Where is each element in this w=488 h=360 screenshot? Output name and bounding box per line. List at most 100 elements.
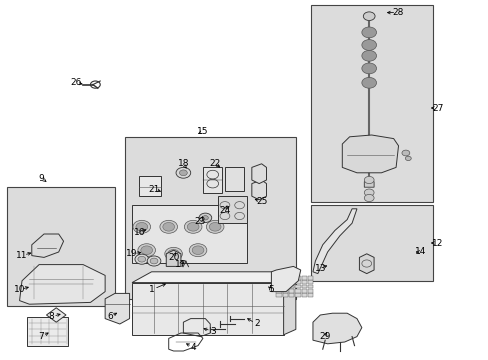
Bar (301, 280, 306, 284)
Polygon shape (203, 167, 222, 193)
Bar (295, 280, 300, 284)
Bar (276, 289, 281, 293)
Bar (301, 293, 306, 297)
Circle shape (136, 222, 147, 231)
Text: 23: 23 (194, 217, 206, 226)
Text: 19: 19 (126, 249, 138, 258)
Bar (282, 280, 287, 284)
Bar (276, 280, 281, 284)
Text: 10: 10 (14, 285, 25, 294)
Circle shape (209, 222, 221, 231)
Text: 17: 17 (175, 260, 186, 269)
Polygon shape (217, 196, 246, 223)
Circle shape (363, 12, 374, 21)
Circle shape (187, 222, 199, 231)
Circle shape (184, 220, 202, 233)
Circle shape (160, 220, 177, 233)
Circle shape (176, 167, 190, 178)
Circle shape (138, 256, 145, 262)
Bar (288, 289, 294, 293)
Circle shape (164, 247, 182, 260)
Circle shape (202, 216, 208, 220)
Bar (295, 285, 300, 288)
Text: 5: 5 (268, 285, 274, 294)
Bar (124, 137, 295, 299)
Text: 21: 21 (148, 184, 160, 194)
Circle shape (206, 220, 224, 233)
Polygon shape (251, 164, 266, 184)
Text: 15: 15 (197, 127, 208, 136)
Bar (288, 285, 294, 288)
Bar (276, 293, 281, 297)
Polygon shape (359, 254, 373, 274)
Bar (7, 187, 115, 306)
Circle shape (361, 27, 376, 38)
Bar (288, 280, 294, 284)
Bar (307, 276, 313, 280)
Bar (295, 289, 300, 293)
Bar (307, 289, 313, 293)
Circle shape (364, 194, 373, 202)
Polygon shape (20, 265, 105, 304)
Polygon shape (312, 313, 361, 344)
Bar (282, 276, 287, 280)
Circle shape (364, 176, 373, 184)
Circle shape (133, 220, 150, 233)
Circle shape (364, 189, 373, 196)
Circle shape (192, 246, 203, 255)
Polygon shape (251, 180, 266, 200)
Bar (301, 285, 306, 288)
Polygon shape (132, 205, 246, 263)
Bar (307, 280, 313, 284)
Circle shape (361, 40, 376, 50)
Bar (288, 276, 294, 280)
Bar (276, 285, 281, 288)
Text: 25: 25 (255, 197, 267, 206)
Text: 24: 24 (219, 206, 230, 215)
Polygon shape (224, 167, 244, 191)
Text: 9: 9 (39, 174, 44, 183)
Polygon shape (105, 293, 129, 324)
Circle shape (179, 170, 187, 176)
Circle shape (189, 244, 206, 257)
Bar (282, 285, 287, 288)
Circle shape (361, 77, 376, 88)
Polygon shape (132, 283, 283, 335)
Circle shape (361, 63, 376, 74)
Text: 29: 29 (319, 332, 330, 341)
Circle shape (141, 246, 152, 255)
Text: 3: 3 (209, 327, 215, 336)
Bar (295, 276, 300, 280)
Bar (310, 205, 432, 281)
Text: 7: 7 (39, 332, 44, 341)
Bar (301, 276, 306, 280)
Bar (307, 285, 313, 288)
Text: 1: 1 (148, 285, 154, 294)
Text: 13: 13 (314, 264, 325, 273)
Circle shape (147, 256, 161, 266)
Bar (288, 293, 294, 297)
Polygon shape (27, 317, 68, 346)
Text: 22: 22 (209, 159, 221, 168)
Text: 2: 2 (253, 320, 259, 328)
Text: 18: 18 (177, 159, 189, 168)
Bar (301, 289, 306, 293)
Text: 27: 27 (431, 104, 443, 112)
Circle shape (199, 213, 211, 222)
Text: 28: 28 (392, 8, 404, 17)
Text: 4: 4 (190, 343, 196, 352)
Polygon shape (46, 308, 66, 322)
Text: 14: 14 (414, 248, 426, 256)
Bar (282, 289, 287, 293)
Polygon shape (271, 266, 300, 292)
Circle shape (135, 254, 148, 264)
Polygon shape (283, 275, 295, 335)
Polygon shape (132, 272, 283, 283)
Circle shape (163, 222, 174, 231)
Circle shape (401, 150, 409, 156)
Bar (310, 5, 432, 202)
Circle shape (167, 249, 179, 258)
Circle shape (138, 244, 155, 257)
Polygon shape (364, 178, 373, 187)
Text: 16: 16 (133, 228, 145, 237)
